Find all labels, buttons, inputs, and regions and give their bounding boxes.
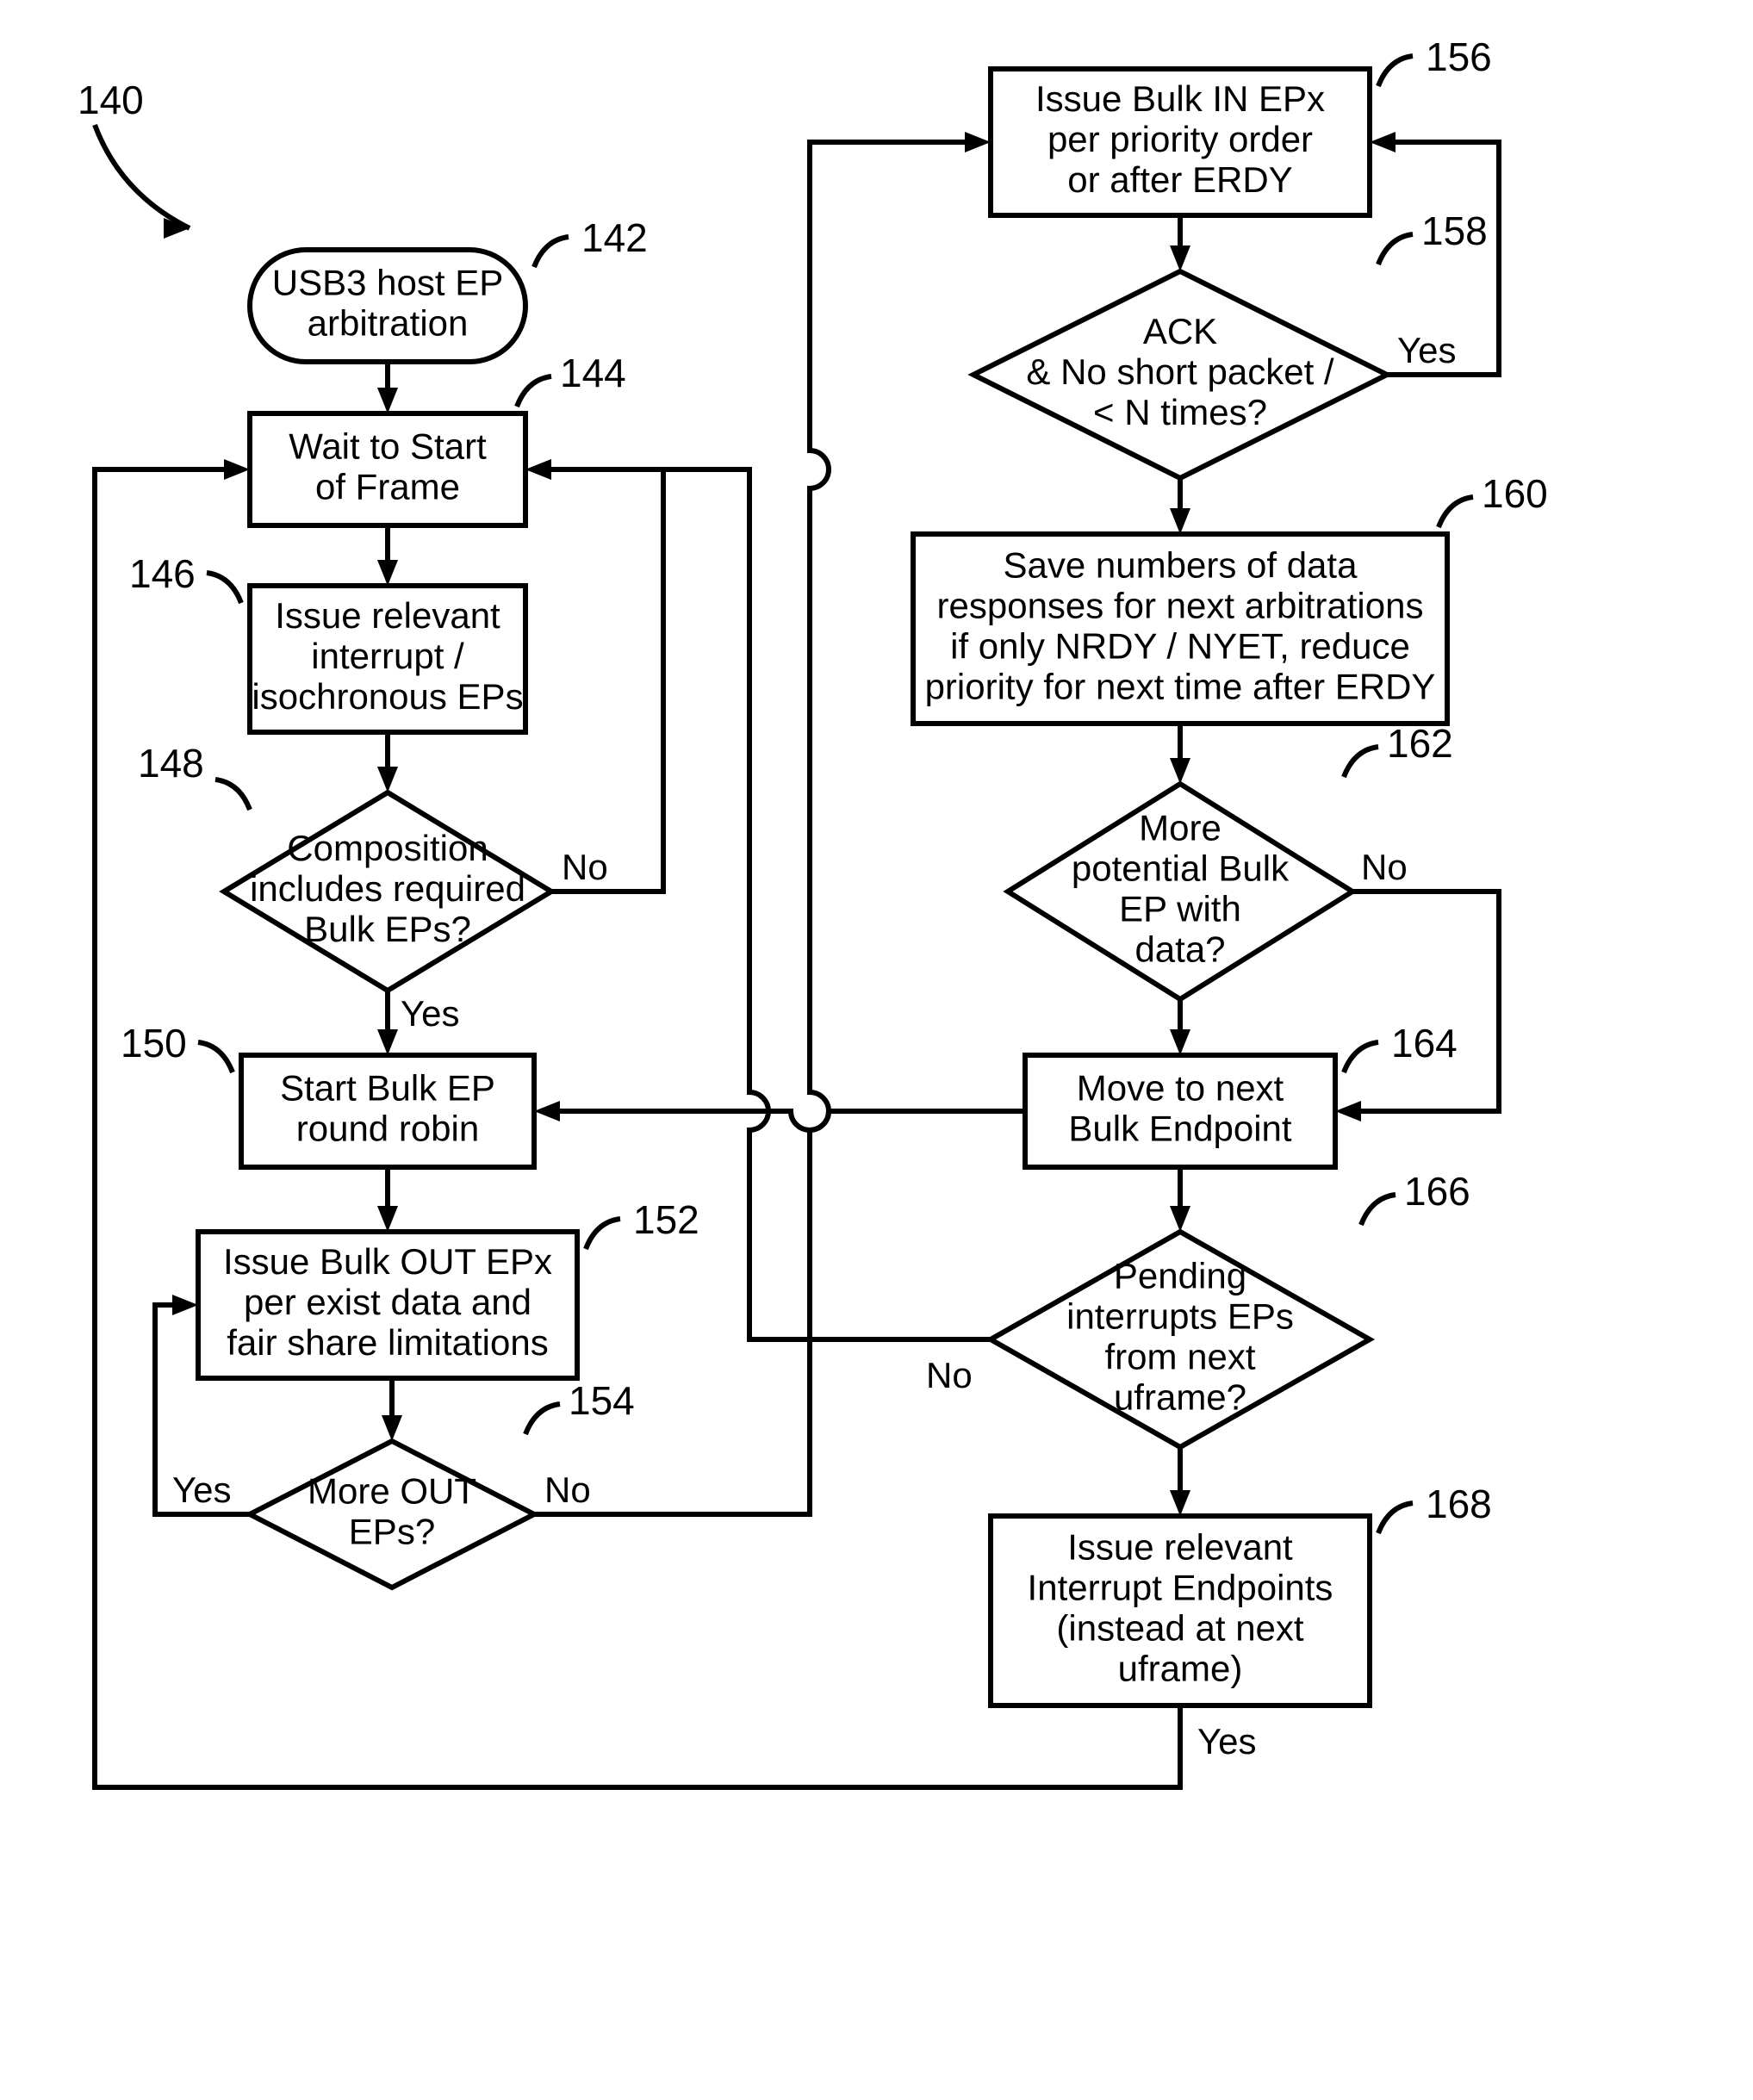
svg-text:Start Bulk EP: Start Bulk EP [280,1068,495,1109]
edge-label: Yes [172,1469,232,1510]
edge-label: No [562,847,608,887]
svg-text:(instead at next: (instead at next [1056,1608,1304,1649]
edge [536,469,663,892]
svg-text:fair share limitations: fair share limitations [227,1322,548,1363]
edge-label: No [1361,847,1408,887]
svg-text:per priority order: per priority order [1047,119,1313,159]
svg-text:Issue Bulk IN EPx: Issue Bulk IN EPx [1035,78,1325,119]
svg-text:isochronous EPs: isochronous EPs [252,676,523,717]
svg-text:Wait to Start: Wait to Start [289,426,487,467]
ref-label: 156 [1426,34,1492,79]
ref-label: 152 [633,1197,699,1242]
svg-text:Bulk Endpoint: Bulk Endpoint [1068,1109,1292,1149]
svg-text:uframe?: uframe? [1114,1377,1246,1418]
ref-label: 154 [569,1378,635,1423]
svg-text:Issue Bulk OUT EPx: Issue Bulk OUT EPx [223,1241,552,1282]
svg-text:interrupts EPs: interrupts EPs [1066,1296,1294,1337]
svg-text:uframe): uframe) [1118,1649,1243,1689]
edge [1346,892,1499,1111]
svg-text:Save numbers of data: Save numbers of data [1004,545,1358,586]
svg-text:Interrupt Endpoints: Interrupt Endpoints [1028,1568,1333,1608]
ref-label: 166 [1404,1169,1470,1214]
edge-label: Yes [401,993,460,1034]
ref-label: 158 [1421,208,1488,253]
svg-text:More OUT: More OUT [308,1471,476,1512]
svg-text:if only NRDY / NYET, reduce: if only NRDY / NYET, reduce [950,626,1410,667]
svg-text:data?: data? [1134,929,1225,970]
svg-text:Composition: Composition [287,828,488,868]
diagram-ref: 140 [78,78,144,122]
ref-label: 162 [1387,721,1453,766]
ref-label: 142 [581,215,648,260]
svg-text:of Frame: of Frame [315,467,460,507]
svg-text:More: More [1139,808,1222,848]
svg-text:from next: from next [1104,1337,1255,1377]
svg-text:EPs?: EPs? [349,1512,435,1552]
svg-text:potential Bulk: potential Bulk [1072,848,1290,889]
ref-label: 164 [1391,1021,1458,1066]
ref-label: 150 [121,1021,187,1066]
svg-text:per exist data and: per exist data and [244,1282,531,1322]
svg-text:Pending: Pending [1114,1256,1246,1296]
svg-text:USB3 host EP: USB3 host EP [272,263,503,303]
ref-label: 148 [138,741,204,786]
svg-text:Issue relevant: Issue relevant [275,595,500,636]
svg-text:round robin: round robin [296,1109,479,1149]
svg-text:& No short packet /: & No short packet / [1026,351,1333,392]
edge-label: Yes [1397,330,1457,370]
ref-label: 168 [1426,1482,1492,1526]
svg-text:No: No [544,1469,591,1510]
ref-label: 160 [1482,471,1548,516]
svg-text:arbitration: arbitration [308,303,469,344]
svg-text:EP with: EP with [1119,889,1241,929]
svg-text:priority for next time after E: priority for next time after ERDY [925,667,1436,707]
svg-text:Move to next: Move to next [1077,1068,1284,1109]
svg-text:Issue relevant: Issue relevant [1067,1527,1293,1568]
ref-label: 146 [129,551,196,596]
svg-text:or after ERDY: or after ERDY [1067,159,1292,200]
svg-text:responses for next arbitration: responses for next arbitrations [937,586,1424,626]
svg-text:interrupt /: interrupt / [311,636,464,676]
svg-text:includes required: includes required [250,868,525,909]
svg-text:Yes: Yes [1197,1721,1257,1761]
svg-text:ACK: ACK [1143,311,1217,351]
ref-label: 144 [560,351,626,395]
svg-text:Bulk EPs?: Bulk EPs? [304,909,471,949]
svg-text:No: No [926,1355,973,1395]
svg-text:< N times?: < N times? [1093,392,1267,432]
